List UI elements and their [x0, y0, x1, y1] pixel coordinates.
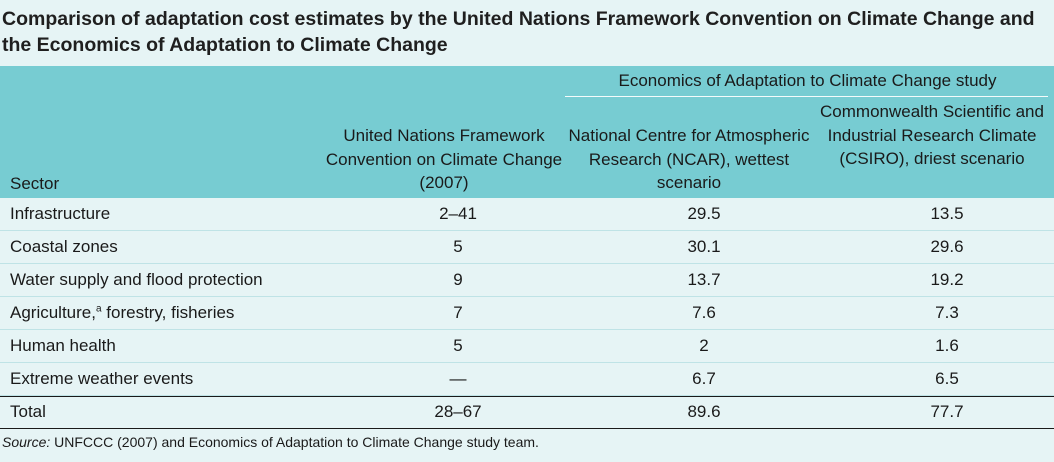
group-header-rule — [565, 96, 1048, 97]
cell-sector: Water supply and flood protection — [10, 270, 263, 289]
cell-unfccc: 7 — [453, 303, 463, 322]
cell-unfccc: 2–41 — [439, 204, 477, 223]
cell-ncar: 7.6 — [692, 303, 716, 322]
cell-ncar: 30.1 — [687, 237, 721, 256]
table-header — [0, 66, 1054, 198]
group-header-eacc: Economics of Adaptation to Climate Chang… — [618, 71, 997, 90]
cell-sector: Human health — [10, 336, 116, 355]
table-row: Infrastructure 2–41 29.5 13.5 — [0, 198, 1054, 231]
cell-ncar: 13.7 — [687, 270, 721, 289]
table-row: Water supply and flood protection 9 13.7… — [0, 264, 1054, 297]
table-row: Coastal zones 5 30.1 29.6 — [0, 231, 1054, 264]
cell-csiro: 77.7 — [930, 402, 964, 421]
source-label: Source: — [2, 434, 51, 450]
cell-csiro: 29.6 — [930, 237, 964, 256]
cell-csiro: 6.5 — [935, 369, 959, 388]
cell-csiro: 13.5 — [930, 204, 964, 223]
cell-ncar: 89.6 — [687, 402, 721, 421]
cell-unfccc: 5 — [453, 237, 463, 256]
cell-unfccc: 28–67 — [434, 402, 482, 421]
table-row: Extreme weather events — 6.7 6.5 — [0, 363, 1054, 396]
cell-csiro: 19.2 — [930, 270, 964, 289]
cell-unfccc: 5 — [453, 336, 463, 355]
column-header-unfccc: United Nations Framework Convention on C… — [325, 126, 563, 192]
cell-ncar: 29.5 — [687, 204, 721, 223]
footnote-marker: a — [95, 303, 102, 315]
cell-csiro: 1.6 — [935, 336, 959, 355]
column-header-sector: Sector — [10, 174, 60, 193]
cell-sector: Agriculture,a forestry, fisheries — [10, 297, 234, 329]
cell-ncar: 6.7 — [692, 369, 716, 388]
cell-csiro: 7.3 — [935, 303, 959, 322]
table-row-total: Total 28–67 89.6 77.7 — [0, 396, 1054, 429]
cell-sector: Extreme weather events — [10, 369, 194, 388]
cell-unfccc: 9 — [453, 270, 463, 289]
cell-sector: Total — [10, 402, 46, 421]
source-text: UNFCCC (2007) and Economics of Adaptatio… — [50, 434, 539, 450]
title-block: Comparison of adaptation cost estimates … — [0, 0, 1054, 66]
column-header-csiro: Commonwealth Scientific and Industrial R… — [820, 102, 1044, 168]
source-note: Source: UNFCCC (2007) and Economics of A… — [2, 432, 539, 452]
cell-sector: Infrastructure — [10, 204, 111, 223]
table-row: Human health 5 2 1.6 — [0, 330, 1054, 363]
table-row: Agriculture,a forestry, fisheries 7 7.6 … — [0, 297, 1054, 330]
cell-sector-text: Agriculture, — [10, 303, 96, 322]
table-title: Comparison of adaptation cost estimates … — [2, 8, 1035, 56]
column-header-ncar: National Centre for Atmospheric Research… — [568, 126, 810, 192]
table-body: Infrastructure 2–41 29.5 13.5 Coastal zo… — [0, 198, 1054, 429]
cell-unfccc: — — [449, 369, 467, 388]
cell-ncar: 2 — [699, 336, 709, 355]
cell-sector: Coastal zones — [10, 237, 118, 256]
cell-sector-text-rest: forestry, fisheries — [101, 303, 235, 322]
